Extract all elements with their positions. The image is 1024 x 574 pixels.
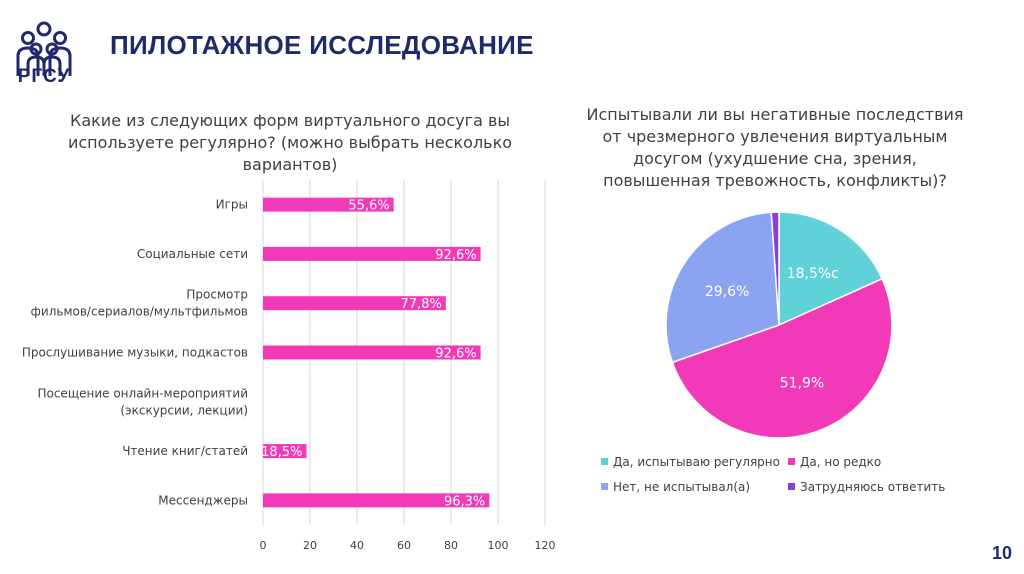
- pie-chart-title-line: досугом (ухудшение сна, зрения,: [633, 149, 917, 168]
- bar-chart-title-line: используете регулярно? (можно выбрать не…: [67, 133, 513, 152]
- category-label: фильмов/сериалов/мультфильмов: [31, 305, 248, 319]
- pie-chart-title: Испытывали ли вы негативные последствия …: [580, 104, 970, 192]
- bar-value-label: 92,6%: [435, 248, 476, 263]
- x-tick-label: 0: [260, 539, 267, 552]
- category-label: Социальные сети: [137, 247, 248, 261]
- bar: [263, 444, 307, 459]
- category-label: Прослушивание музыки, подкастов: [22, 346, 248, 360]
- bar-chart-title: Какие из следующих форм виртуального дос…: [60, 110, 520, 176]
- bar-chart-title-line: Какие из следующих форм виртуального дос…: [69, 111, 511, 130]
- category-label: Просмотр: [186, 288, 248, 302]
- logo-people-icon: [16, 21, 72, 76]
- x-tick-label: 20: [303, 539, 317, 552]
- x-tick-label: 60: [397, 539, 411, 552]
- bar: [263, 246, 481, 261]
- bar-value-label: 77,8%: [401, 297, 442, 312]
- logo-text: РГСУ: [17, 66, 71, 87]
- bar: [263, 493, 490, 508]
- bar: [263, 296, 446, 311]
- page-title: ПИЛОТАЖНОЕ ИССЛЕДОВАНИЕ: [110, 30, 534, 60]
- pie-slice: [665, 211, 780, 364]
- page-number: 10: [991, 543, 1012, 563]
- bar-value-label: 18,5%: [261, 445, 302, 460]
- x-tick-label: 100: [488, 539, 509, 552]
- pie-value-label: 51,9%: [780, 376, 824, 392]
- legend-swatch: [601, 483, 608, 490]
- x-tick-label: 80: [444, 539, 458, 552]
- pie-chart-title-line: Испытывали ли вы негативные последствия: [586, 105, 964, 124]
- legend-swatch: [788, 483, 795, 490]
- pie-chart-title-line: от чрезмерного увлечения виртуальным: [602, 127, 948, 146]
- bar-value-label: 96,3%: [444, 494, 485, 509]
- legend-swatch: [601, 458, 608, 465]
- legend-label: Затрудняюсь ответить: [800, 480, 945, 494]
- legend-label: Да, но редко: [800, 455, 881, 469]
- legend-label: Нет, не испытывал(а): [613, 480, 750, 494]
- pie-slice: [770, 211, 780, 326]
- category-label: (экскурсии, лекции): [120, 403, 248, 417]
- bar-chart-title-line: вариантов): [242, 155, 338, 174]
- bar-value-label: 55,6%: [348, 199, 389, 214]
- pie-slice: [671, 277, 893, 439]
- category-label: Посещение онлайн-мероприятий: [37, 386, 248, 400]
- category-label: Чтение книг/статей: [122, 444, 248, 458]
- pie-chart-title-line: повышенная тревожность, конфликты)?: [603, 171, 947, 190]
- legend-label: Да, испытываю регулярно: [613, 455, 780, 469]
- category-label: Мессенджеры: [158, 493, 248, 507]
- x-tick-label: 120: [535, 539, 556, 552]
- pie-slice: [778, 211, 884, 327]
- bar: [263, 345, 481, 360]
- category-label: Игры: [216, 198, 248, 212]
- legend-swatch: [788, 458, 795, 465]
- bar: [263, 197, 394, 212]
- x-tick-label: 40: [350, 539, 364, 552]
- bar-value-label: 92,6%: [435, 347, 476, 362]
- pie-value-label: 29,6%: [705, 284, 749, 300]
- pie-value-label: 18,5%с: [787, 266, 839, 282]
